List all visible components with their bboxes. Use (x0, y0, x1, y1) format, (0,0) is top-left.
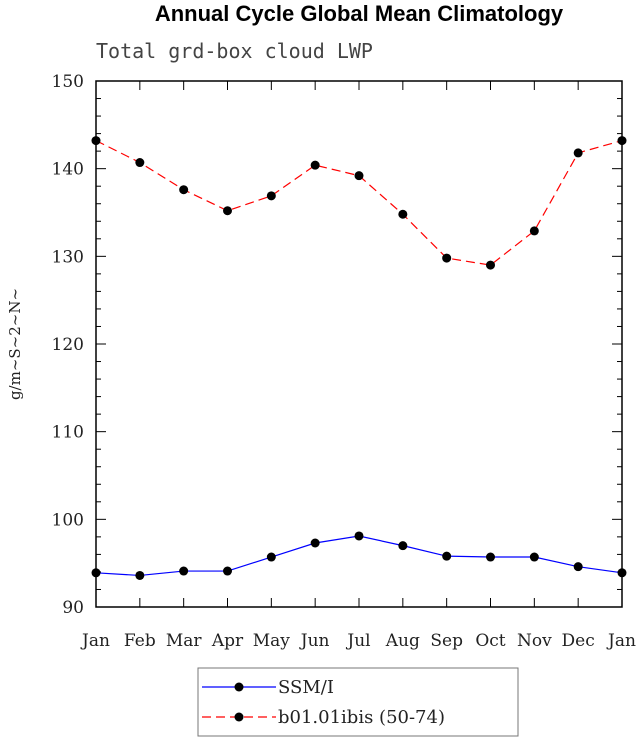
series-2-point (442, 253, 452, 263)
plot-border (95, 80, 623, 608)
x-tick-label: Mar (166, 631, 203, 651)
series-2-point (617, 136, 627, 146)
chart-subtitle: Total grd-box cloud LWP (96, 39, 373, 63)
x-tick-label: Dec (562, 631, 595, 651)
series-1-point (266, 552, 276, 562)
series-1-point (179, 566, 189, 576)
x-tick-label: Aug (385, 631, 420, 651)
series-1-point (398, 541, 408, 551)
series-2-point (223, 206, 232, 216)
series-2-point (310, 160, 320, 170)
legend: SSM/I b01.01ibis (50-74) (197, 667, 519, 737)
x-tick-label: Sep (430, 631, 463, 651)
y-axis-label: g/m~S~2~N~ (6, 288, 24, 400)
x-tick-label: Feb (124, 631, 156, 651)
plot-frame: 90 100 110 120 130 140 150 Jan Feb Mar Apr May Jun Ju… (52, 72, 636, 651)
series-line-2 (95, 140, 623, 266)
y-tick-label: 120 (52, 335, 84, 355)
series-2-point (91, 136, 101, 146)
series-1-point (354, 531, 364, 541)
x-tick-label: Jan (606, 631, 636, 651)
series-2-point (354, 171, 364, 181)
legend-marker (234, 682, 244, 692)
series-2-point (266, 191, 276, 201)
chart-title: Annual Cycle Global Mean Climatology (155, 1, 564, 26)
legend-box (197, 667, 519, 737)
series-1-point (486, 552, 495, 562)
x-tick-label: Jul (345, 631, 370, 651)
series-1-point (223, 566, 232, 576)
series-1-point (529, 552, 539, 562)
series-2-point (529, 226, 539, 236)
y-tick-label: 150 (52, 72, 84, 92)
legend-marker (234, 712, 244, 722)
legend-label: b01.01ibis (50-74) (278, 707, 445, 728)
series-2-point (486, 260, 495, 270)
x-tick-label: Nov (517, 631, 552, 651)
legend-label: SSM/I (278, 677, 334, 698)
series-1-point (573, 562, 583, 572)
series-1-point (310, 538, 320, 548)
series-layer (91, 136, 627, 580)
series-2-point (179, 185, 189, 195)
x-tick-label: Oct (475, 631, 505, 651)
y-tick-label: 90 (62, 598, 84, 618)
y-tick-label: 110 (52, 423, 84, 443)
y-tick-label: 130 (52, 247, 84, 267)
x-tick-label: Jan (80, 631, 110, 651)
series-1-point (617, 568, 627, 578)
y-tick-label: 100 (52, 510, 84, 530)
x-tick-label: Apr (211, 631, 244, 651)
series-2-point (398, 209, 408, 219)
series-1-point (442, 551, 452, 561)
series-1-point (135, 570, 145, 580)
series-1-point (91, 568, 101, 578)
series-2-point (573, 148, 583, 158)
series-2-point (135, 158, 145, 168)
series-line-1 (95, 535, 623, 577)
x-tick-label: May (253, 631, 291, 651)
x-tick-label: Jun (299, 631, 330, 651)
y-tick-label: 140 (52, 160, 84, 180)
